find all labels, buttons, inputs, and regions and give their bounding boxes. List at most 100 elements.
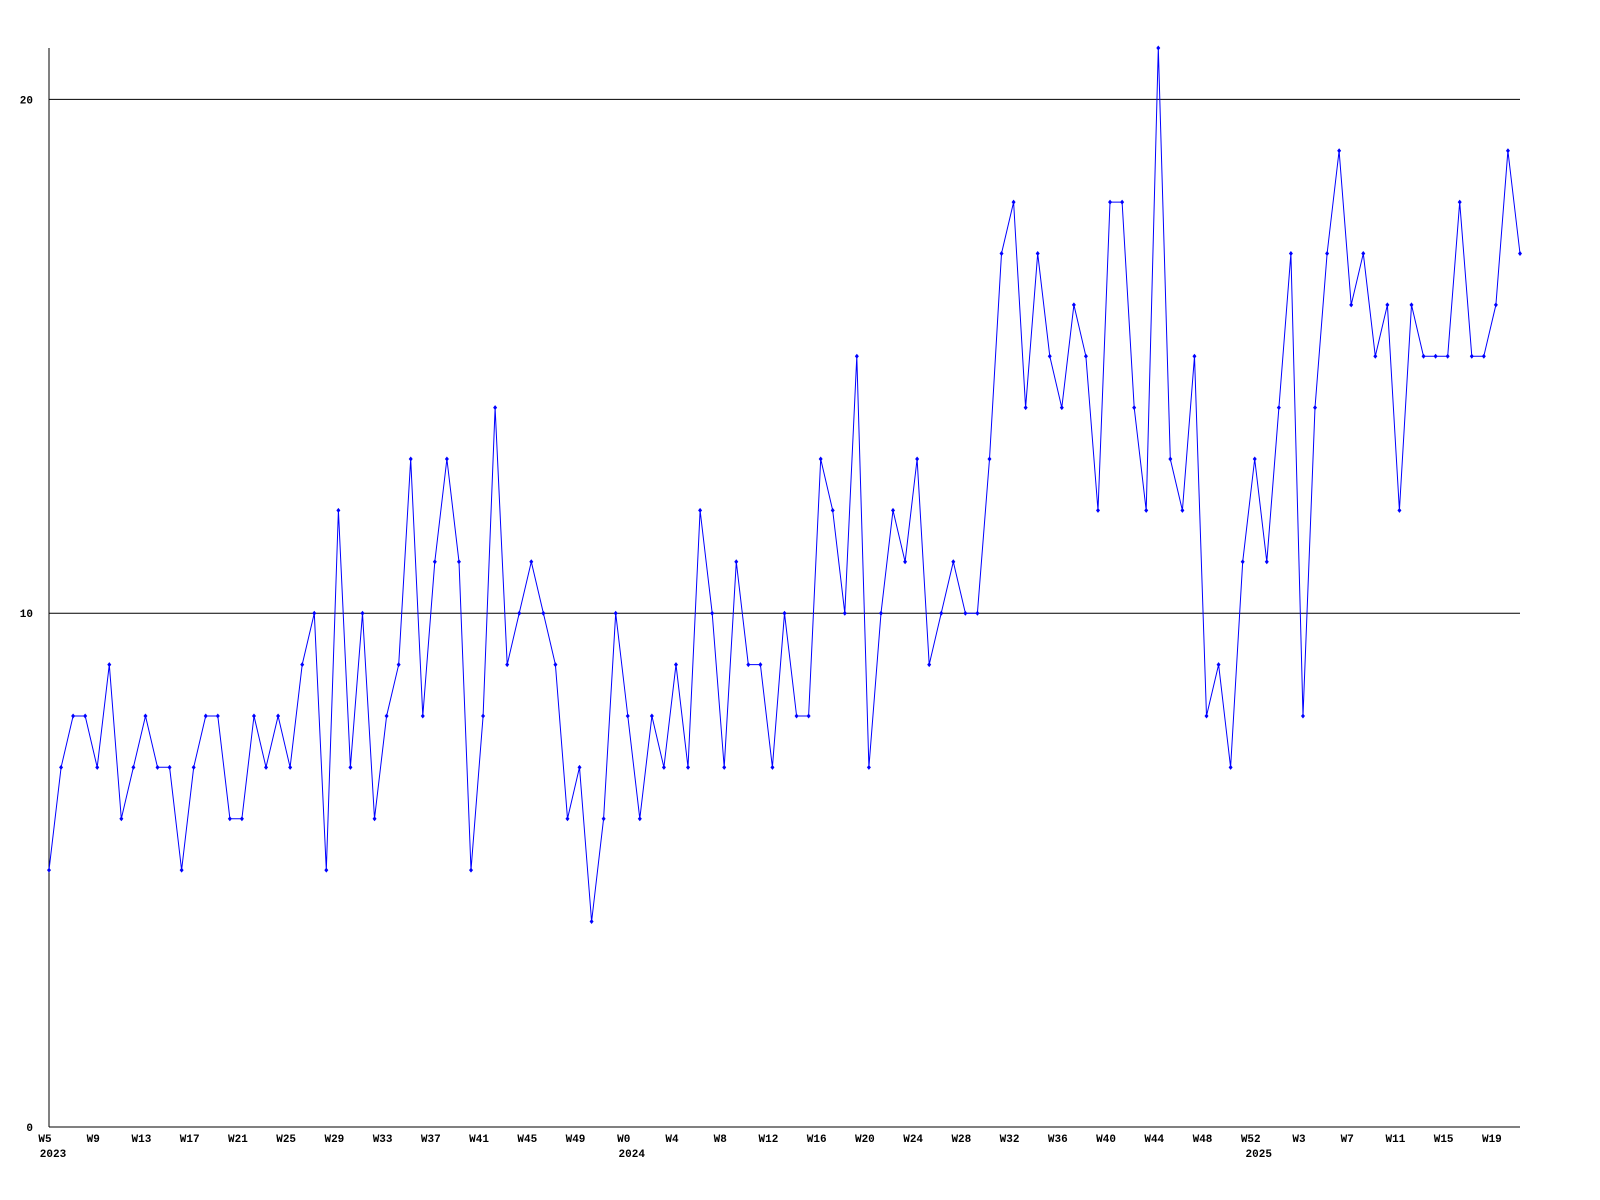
data-point bbox=[1373, 353, 1378, 359]
data-point bbox=[1445, 353, 1450, 359]
data-point bbox=[384, 713, 389, 719]
data-point bbox=[1071, 302, 1076, 308]
y-tick-label: 0 bbox=[26, 1123, 33, 1135]
x-tick-label: W8 bbox=[714, 1134, 728, 1146]
data-point bbox=[589, 918, 594, 924]
data-point bbox=[1059, 405, 1064, 411]
data-point bbox=[251, 713, 256, 719]
data-point bbox=[891, 507, 896, 513]
data-point bbox=[818, 456, 823, 462]
x-tick-label: W3 bbox=[1292, 1134, 1306, 1146]
x-tick-label: W0 bbox=[617, 1134, 630, 1146]
data-point bbox=[396, 662, 401, 668]
series-line bbox=[48, 47, 1521, 922]
y-tick-label: 10 bbox=[20, 609, 33, 621]
data-point bbox=[830, 507, 835, 513]
data-point bbox=[975, 610, 980, 616]
x-year-label: 2025 bbox=[1246, 1149, 1273, 1161]
data-point bbox=[854, 353, 859, 359]
data-point bbox=[203, 713, 208, 719]
data-point bbox=[625, 713, 630, 719]
data-point bbox=[408, 456, 413, 462]
data-point bbox=[167, 764, 172, 770]
data-point bbox=[420, 713, 425, 719]
y-tick-label: 20 bbox=[20, 95, 33, 107]
data-point bbox=[1457, 199, 1462, 205]
x-tick-label: W16 bbox=[807, 1134, 827, 1146]
data-point bbox=[1204, 713, 1209, 719]
data-point bbox=[59, 764, 64, 770]
data-point bbox=[1469, 353, 1474, 359]
data-point bbox=[915, 456, 920, 462]
x-year-label: 2024 bbox=[619, 1149, 646, 1161]
data-point bbox=[1011, 199, 1016, 205]
data-point bbox=[1264, 559, 1269, 565]
data-point bbox=[987, 456, 992, 462]
data-point bbox=[903, 559, 908, 565]
data-point bbox=[1300, 713, 1305, 719]
x-tick-label: W48 bbox=[1193, 1134, 1213, 1146]
data-point bbox=[649, 713, 654, 719]
x-tick-label: W36 bbox=[1048, 1134, 1068, 1146]
data-point bbox=[505, 662, 510, 668]
data-point bbox=[1168, 456, 1173, 462]
x-tick-label: W20 bbox=[855, 1134, 875, 1146]
x-tick-label: W7 bbox=[1341, 1134, 1354, 1146]
data-point bbox=[360, 610, 365, 616]
data-point bbox=[1493, 302, 1498, 308]
data-point bbox=[999, 251, 1004, 257]
data-point bbox=[481, 713, 486, 719]
x-tick-label: W28 bbox=[951, 1134, 971, 1146]
data-point bbox=[517, 610, 522, 616]
data-point bbox=[239, 816, 244, 822]
data-point bbox=[794, 713, 799, 719]
x-tick-label: W44 bbox=[1144, 1134, 1164, 1146]
data-point bbox=[264, 764, 269, 770]
data-point bbox=[432, 559, 437, 565]
data-point bbox=[336, 507, 341, 513]
x-tick-label: W41 bbox=[469, 1134, 489, 1146]
x-tick-label: W32 bbox=[1000, 1134, 1020, 1146]
data-point bbox=[1120, 199, 1125, 205]
data-point bbox=[1349, 302, 1354, 308]
data-point bbox=[107, 662, 112, 668]
data-point bbox=[215, 713, 220, 719]
x-year-label: 2023 bbox=[40, 1149, 67, 1161]
data-point bbox=[541, 610, 546, 616]
data-point bbox=[71, 713, 76, 719]
data-point bbox=[1132, 405, 1137, 411]
x-tick-label: W9 bbox=[87, 1134, 100, 1146]
data-point bbox=[1228, 764, 1233, 770]
data-point bbox=[637, 816, 642, 822]
data-point bbox=[1083, 353, 1088, 359]
data-point bbox=[1180, 507, 1185, 513]
data-point bbox=[866, 764, 871, 770]
data-point bbox=[1361, 251, 1366, 257]
data-point bbox=[963, 610, 968, 616]
data-point bbox=[722, 764, 727, 770]
data-point bbox=[710, 610, 715, 616]
data-point bbox=[1035, 251, 1040, 257]
data-point bbox=[529, 559, 534, 565]
data-point bbox=[1313, 405, 1318, 411]
x-tick-label: W13 bbox=[132, 1134, 152, 1146]
x-tick-label: W24 bbox=[903, 1134, 923, 1146]
data-point bbox=[806, 713, 811, 719]
data-point bbox=[878, 610, 883, 616]
x-tick-label: W5 bbox=[38, 1134, 52, 1146]
data-point bbox=[95, 764, 100, 770]
data-point bbox=[155, 764, 160, 770]
data-point bbox=[1108, 199, 1113, 205]
data-point bbox=[1385, 302, 1390, 308]
x-tick-label: W37 bbox=[421, 1134, 441, 1146]
data-point bbox=[686, 764, 691, 770]
data-point bbox=[191, 764, 196, 770]
data-point bbox=[1240, 559, 1245, 565]
data-point bbox=[1518, 251, 1522, 257]
data-point bbox=[1421, 353, 1426, 359]
x-tick-label: W52 bbox=[1241, 1134, 1261, 1146]
data-point bbox=[1505, 148, 1510, 154]
data-point bbox=[782, 610, 787, 616]
data-point bbox=[469, 867, 474, 873]
